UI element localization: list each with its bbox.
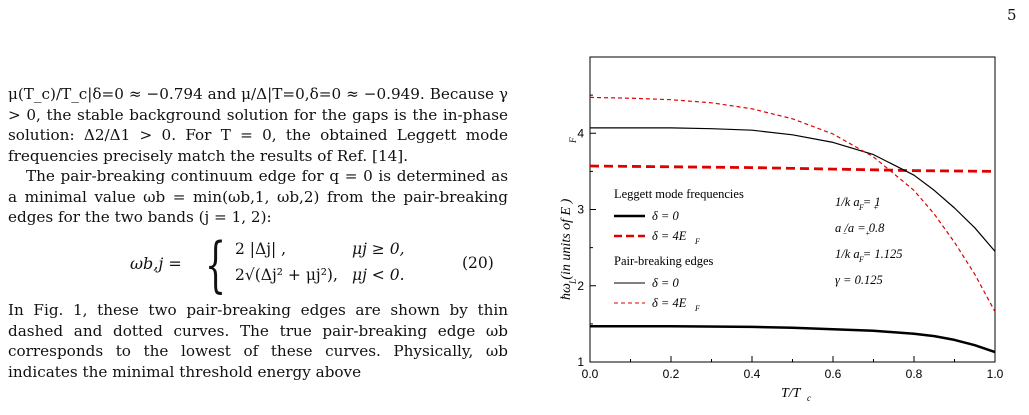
equation-number: (20) — [462, 254, 494, 272]
y-axis-label: ħω (in units of E ) — [559, 198, 574, 300]
x-tick-label: 0.4 — [744, 367, 761, 381]
param-1: 1/k a = 1 — [835, 195, 881, 209]
param-4: γ = 0.125 — [835, 273, 883, 287]
paragraph-1: μ(T_c)/T_c|δ=0 ≈ −0.794 and μ/Δ|T=0,δ=0 … — [8, 84, 508, 166]
legend-item-2-sub: F — [694, 237, 700, 246]
legend-item-4: δ = 4E — [652, 296, 687, 310]
series-line-thick-dashed — [589, 164, 996, 173]
equation-brace: { — [205, 230, 227, 300]
legend-item-2: δ = 4E — [652, 229, 687, 243]
x-axis-label: T/T — [781, 386, 802, 401]
equation-condition-2: μj < 0. — [352, 266, 405, 284]
legend-item-4-sub: F — [694, 304, 700, 313]
series-line-thin-dashed — [589, 96, 996, 312]
x-tick-label: 0.6 — [825, 367, 842, 381]
param-2-sub2: + — [865, 229, 870, 238]
legend-section-2: Pair-breaking edges — [614, 254, 714, 268]
paragraph-1-line-1: μ(T_c)/T_c|δ=0 ≈ −0.794 and μ/Δ|T=0,δ=0 … — [8, 85, 425, 103]
y-tick-label: 1 — [577, 355, 584, 369]
paragraph-3: In Fig. 1, these two pair-breaking edges… — [8, 301, 508, 381]
y-tick-label: 3 — [577, 203, 584, 217]
param-3-sub: F — [858, 255, 864, 264]
y-tick-label: 2 — [577, 279, 584, 293]
equation-case-2: 2√(Δj² + μj²), — [235, 266, 338, 284]
paragraph-1-rest: Because γ > 0, the stable background sol… — [8, 85, 508, 165]
figure-1: 0.0 0.2 0.4 0.6 0.8 1.0 1 2 3 4 Leggett mode freq… — [545, 40, 1025, 415]
paragraph-2: The pair-breaking continuum edge for q =… — [8, 167, 508, 226]
x-tick-label: 0.8 — [906, 367, 923, 381]
text-column-top: μ(T_c)/T_c|δ=0 ≈ −0.794 and μ/Δ|T=0,δ=0 … — [8, 84, 508, 228]
leggett-chart: 0.0 0.2 0.4 0.6 0.8 1.0 1 2 3 4 Leggett mode freq… — [559, 56, 1004, 403]
series-line-thin-solid — [590, 127, 996, 252]
x-tick-label: 0.2 — [663, 367, 680, 381]
y-axis-label-sub-F: F — [568, 137, 578, 144]
param-2-sub: − — [842, 229, 847, 238]
x-tick-label: 0.0 — [582, 367, 599, 381]
param-3: 1/k a = 1.125 — [835, 247, 902, 261]
equation-condition-1: μj ≥ 0, — [352, 240, 405, 258]
param-2: a /a = 0.8 — [835, 221, 885, 235]
y-axis-label-sub-L: L — [568, 279, 578, 285]
equation-20: ωb,j = { 2 |Δj| , μj ≥ 0, 2√(Δj² + μj²),… — [130, 230, 510, 300]
equation-lhs: ωb,j = — [130, 254, 182, 273]
plot-frame — [589, 56, 996, 363]
legend-item-1: δ = 0 — [652, 209, 679, 223]
legend-item-3: δ = 0 — [652, 276, 679, 290]
text-column-bottom: In Fig. 1, these two pair-breaking edges… — [8, 300, 508, 415]
x-axis-label-sub: c — [807, 393, 811, 403]
series-line-thick-solid — [590, 324, 996, 354]
param-1-sub2: + — [873, 203, 878, 212]
y-tick-label: 4 — [577, 126, 584, 140]
page-number: 5 — [1007, 6, 1017, 24]
equation-case-1: 2 |Δj| , — [235, 240, 287, 258]
legend-title: Leggett mode frequencies — [614, 187, 744, 201]
param-1-sub: F — [858, 203, 864, 212]
x-tick-label: 1.0 — [987, 367, 1004, 381]
